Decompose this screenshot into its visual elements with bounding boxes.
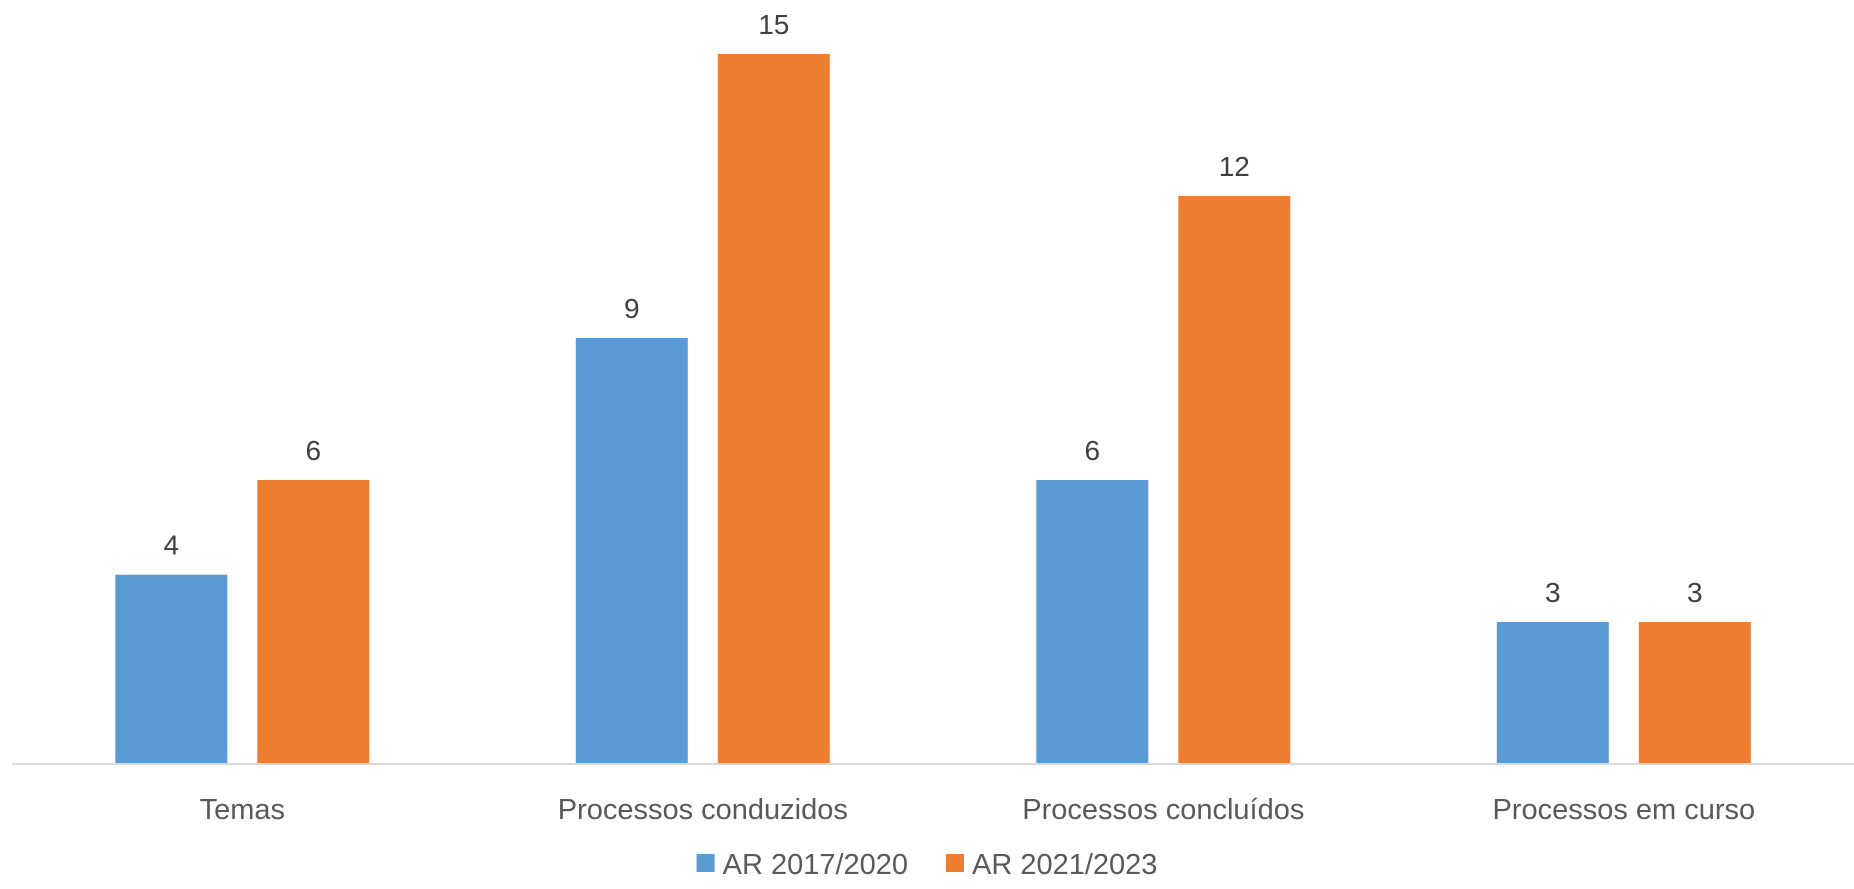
x-tick-label-processos-em-curso: Processos em curso — [1492, 794, 1755, 826]
data-label-processos-concluidos-ar-2021-2023: 12 — [1219, 151, 1250, 182]
bar-processos-conduzidos-ar-2017-2020 — [575, 338, 688, 764]
bars-group — [115, 54, 1751, 764]
data-label-temas-ar-2017-2020: 4 — [164, 530, 180, 561]
x-tick-label-processos-conduzidos: Processos conduzidos — [558, 794, 848, 826]
x-tick-label-temas: Temas — [200, 794, 285, 826]
x-tick-label-processos-concluidos: Processos concluídos — [1022, 794, 1304, 826]
legend-swatch-ar-2021-2023 — [946, 854, 964, 872]
bar-processos-em-curso-ar-2021-2023 — [1638, 622, 1751, 764]
data-label-temas-ar-2021-2023: 6 — [306, 435, 322, 466]
data-label-processos-em-curso-ar-2021-2023: 3 — [1687, 577, 1703, 608]
data-label-processos-concluidos-ar-2017-2020: 6 — [1085, 435, 1101, 466]
bar-temas-ar-2017-2020 — [115, 574, 228, 764]
bar-temas-ar-2021-2023 — [257, 480, 370, 764]
legend: AR 2017/2020 AR 2021/2023 — [696, 849, 1157, 881]
legend-item-ar-2017-2020: AR 2017/2020 — [696, 849, 908, 881]
data-label-processos-conduzidos-ar-2021-2023: 15 — [758, 9, 789, 40]
bar-processos-concluidos-ar-2021-2023 — [1178, 196, 1291, 764]
legend-label-ar-2017-2020: AR 2017/2020 — [723, 849, 908, 881]
data-label-processos-em-curso-ar-2017-2020: 3 — [1545, 577, 1561, 608]
x-tick-labels-group: Temas Processos conduzidos Processos concl… — [200, 794, 1756, 826]
legend-item-ar-2021-2023: AR 2021/2023 — [946, 849, 1157, 881]
bar-processos-concluidos-ar-2017-2020 — [1036, 480, 1149, 764]
data-label-processos-conduzidos-ar-2017-2020: 9 — [624, 293, 640, 324]
bar-processos-em-curso-ar-2017-2020 — [1496, 622, 1609, 764]
bar-processos-conduzidos-ar-2021-2023 — [717, 54, 830, 764]
legend-swatch-ar-2017-2020 — [696, 854, 715, 872]
legend-label-ar-2021-2023: AR 2021/2023 — [972, 849, 1157, 881]
data-labels-group: 4 6 9 15 6 12 3 3 — [164, 9, 1703, 608]
